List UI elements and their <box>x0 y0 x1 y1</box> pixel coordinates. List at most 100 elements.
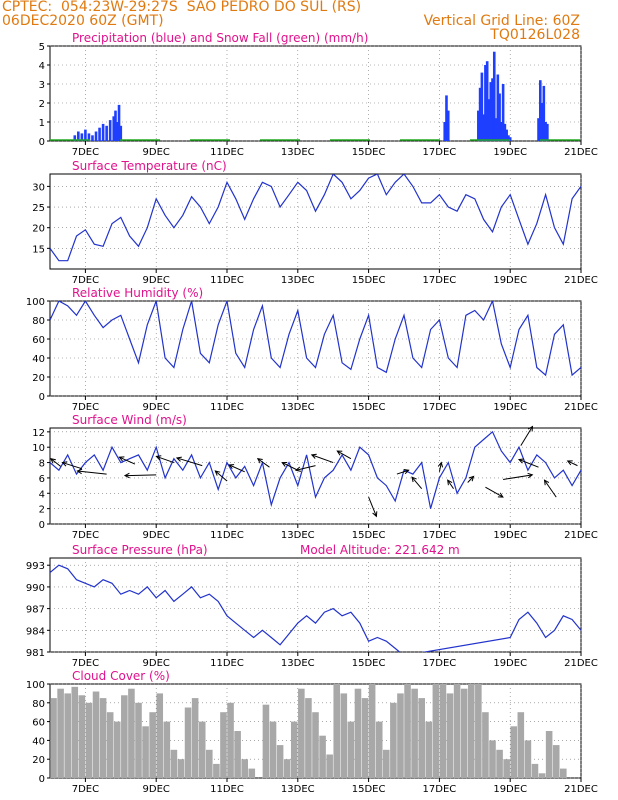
precip-bar <box>546 123 549 141</box>
cloud-chart-title: Cloud Cover (%) <box>72 669 170 683</box>
cloud-bar <box>283 759 291 778</box>
precip-chart-title: Precipitation (blue) and Snow Fall (gree… <box>72 31 368 45</box>
wind-x-tick-label: 21DEC <box>564 530 598 541</box>
precip-y-tick-label: 5 <box>39 42 45 53</box>
cloud-x-tick-label: 13DEC <box>281 784 315 795</box>
header-grid-note: Vertical Grid Line: 60Z <box>423 13 580 29</box>
cloud-y-tick-label: 80 <box>32 699 45 710</box>
cloud-x-tick-label: 19DEC <box>493 784 527 795</box>
cloud-x-tick-label: 21DEC <box>564 784 598 795</box>
precip-bar <box>478 87 482 141</box>
rh-y-tick-label: 20 <box>32 373 45 384</box>
precip-bar <box>445 95 448 141</box>
wind-vector <box>295 465 316 471</box>
wind-vector-head <box>517 458 525 464</box>
cloud-bar <box>142 726 149 778</box>
wind-vector-head <box>566 460 573 466</box>
wind-vector-head <box>155 455 162 461</box>
wind-vector-head <box>310 453 317 459</box>
temp-x-tick-label: 13DEC <box>281 275 315 286</box>
wind-x-tick-label: 11DEC <box>210 530 244 541</box>
precip-bar <box>498 93 501 141</box>
press-x-tick-label: 21DEC <box>564 658 598 669</box>
precip-bar <box>491 78 494 141</box>
precip-bar <box>492 51 496 141</box>
temp-y-tick-label: 30 <box>32 182 45 193</box>
temp-chart-title: Surface Temperature (nC) <box>72 159 227 173</box>
precip-bar <box>98 127 101 141</box>
cloud-bar <box>496 749 503 778</box>
precip-x-tick-label: 19DEC <box>493 147 527 158</box>
cloud-bar <box>248 768 256 778</box>
cloud-bar <box>269 721 277 778</box>
cloud-bar <box>113 721 121 778</box>
precip-bar <box>101 123 105 141</box>
wind-vector <box>311 454 334 464</box>
wind-vector-head <box>281 462 288 467</box>
wind-x-tick-label: 17DEC <box>423 530 457 541</box>
wind-vector <box>544 479 557 498</box>
precip-bar <box>542 85 546 141</box>
rh-chart-title: Relative Humidity (%) <box>72 286 203 300</box>
cloud-bar <box>482 712 489 778</box>
cloud-x-tick-label: 7DEC <box>72 784 99 795</box>
precip-bar <box>544 122 547 141</box>
precip-bar <box>446 110 450 141</box>
precip-x-tick-label: 15DEC <box>352 147 386 158</box>
header-date: 06DEC2020 60Z (GMT) <box>2 13 164 29</box>
wind-y-tick-label: 12 <box>32 428 45 439</box>
cloud-bar <box>71 686 79 778</box>
cloud-bar <box>432 684 440 778</box>
precip-y-tick-label: 3 <box>39 80 45 91</box>
wind-vector-head <box>61 461 68 467</box>
wind-vector-head <box>527 472 534 479</box>
press-x-tick-label: 17DEC <box>423 658 457 669</box>
rh-x-tick-label: 17DEC <box>423 402 457 413</box>
precip-y-tick-label: 4 <box>39 61 45 72</box>
wind-vector-head <box>76 468 83 475</box>
cloud-bar <box>191 698 199 778</box>
wind-vector <box>396 469 409 475</box>
wind-chart-title: Surface Wind (m/s) <box>72 413 187 427</box>
cloud-bar <box>220 712 227 778</box>
wind-vector-head <box>497 492 504 498</box>
cloud-bar <box>524 740 532 778</box>
wind-vector <box>62 462 83 470</box>
press-x-tick-label: 11DEC <box>210 658 244 669</box>
precip-bar <box>503 123 507 141</box>
precip-bar <box>87 133 91 141</box>
wind-vector <box>50 458 61 467</box>
cloud-bar <box>347 721 355 778</box>
precip-bar <box>108 120 112 141</box>
cloud-x-tick-label: 9DEC <box>143 784 170 795</box>
cloud-bar <box>503 759 510 778</box>
wind-x-tick-label: 15DEC <box>352 530 386 541</box>
wind-vector-head <box>214 470 221 476</box>
precip-bar <box>507 135 510 141</box>
cloud-bar <box>128 688 135 778</box>
wind-vector-head <box>175 456 182 462</box>
wind-x-tick-label: 7DEC <box>72 530 99 541</box>
wind-vector <box>485 486 504 498</box>
cloud-bar <box>538 773 546 778</box>
cloud-bar <box>475 684 482 778</box>
cloud-y-tick-label: 60 <box>32 718 45 729</box>
precip-bar <box>487 99 491 141</box>
cloud-bar <box>411 688 418 778</box>
wind-vector <box>125 474 157 477</box>
cloud-bar <box>425 721 433 778</box>
cloud-y-tick-label: 100 <box>26 680 45 691</box>
wind-y-tick-label: 4 <box>39 489 45 500</box>
press-x-tick-label: 7DEC <box>72 658 99 669</box>
cloud-bar <box>354 688 362 778</box>
cloud-bar <box>177 759 185 778</box>
cloud-bar <box>333 684 341 778</box>
cloud-bar <box>206 749 213 778</box>
rh-x-tick-label: 19DEC <box>493 402 527 413</box>
precip-bar <box>500 122 503 141</box>
wind-vector <box>257 458 270 468</box>
wind-vector-head <box>228 464 235 470</box>
precip-bar <box>112 116 116 141</box>
cloud-bar <box>121 695 128 778</box>
cloud-bar <box>418 698 425 778</box>
